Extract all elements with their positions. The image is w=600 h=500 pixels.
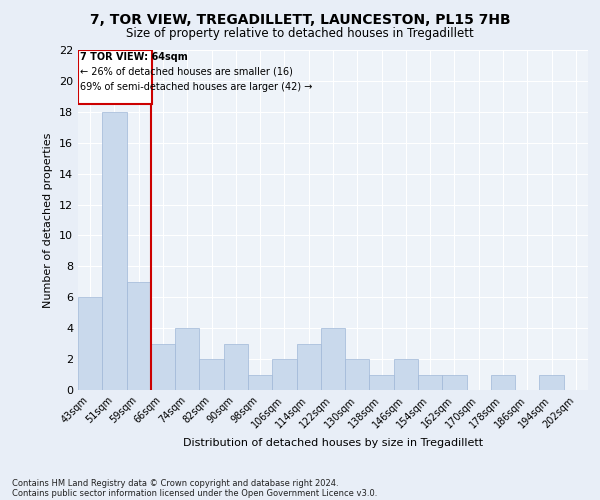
Text: 69% of semi-detached houses are larger (42) →: 69% of semi-detached houses are larger (… (80, 82, 313, 92)
Bar (151, 344, 175, 390)
Bar (199, 359, 224, 390)
Text: Size of property relative to detached houses in Tregadillett: Size of property relative to detached ho… (126, 28, 474, 40)
Text: 7, TOR VIEW, TREGADILLETT, LAUNCESTON, PL15 7HB: 7, TOR VIEW, TREGADILLETT, LAUNCESTON, P… (89, 12, 511, 26)
Bar (442, 374, 467, 390)
Bar (539, 374, 564, 390)
Bar (248, 374, 272, 390)
Bar (224, 344, 248, 390)
Bar (127, 282, 151, 390)
Bar (272, 359, 296, 390)
X-axis label: Distribution of detached houses by size in Tregadillett: Distribution of detached houses by size … (183, 438, 483, 448)
Bar (491, 374, 515, 390)
Bar (345, 359, 370, 390)
Bar (370, 374, 394, 390)
Text: Contains HM Land Registry data © Crown copyright and database right 2024.: Contains HM Land Registry data © Crown c… (12, 478, 338, 488)
Bar (78, 298, 102, 390)
Bar (418, 374, 442, 390)
Y-axis label: Number of detached properties: Number of detached properties (43, 132, 53, 308)
Bar (296, 344, 321, 390)
Bar (175, 328, 199, 390)
Text: 7 TOR VIEW: 64sqm: 7 TOR VIEW: 64sqm (80, 52, 188, 62)
Bar (78, 50, 152, 104)
Bar (321, 328, 345, 390)
Text: ← 26% of detached houses are smaller (16): ← 26% of detached houses are smaller (16… (80, 67, 293, 77)
Text: Contains public sector information licensed under the Open Government Licence v3: Contains public sector information licen… (12, 488, 377, 498)
Bar (102, 112, 127, 390)
Bar (394, 359, 418, 390)
